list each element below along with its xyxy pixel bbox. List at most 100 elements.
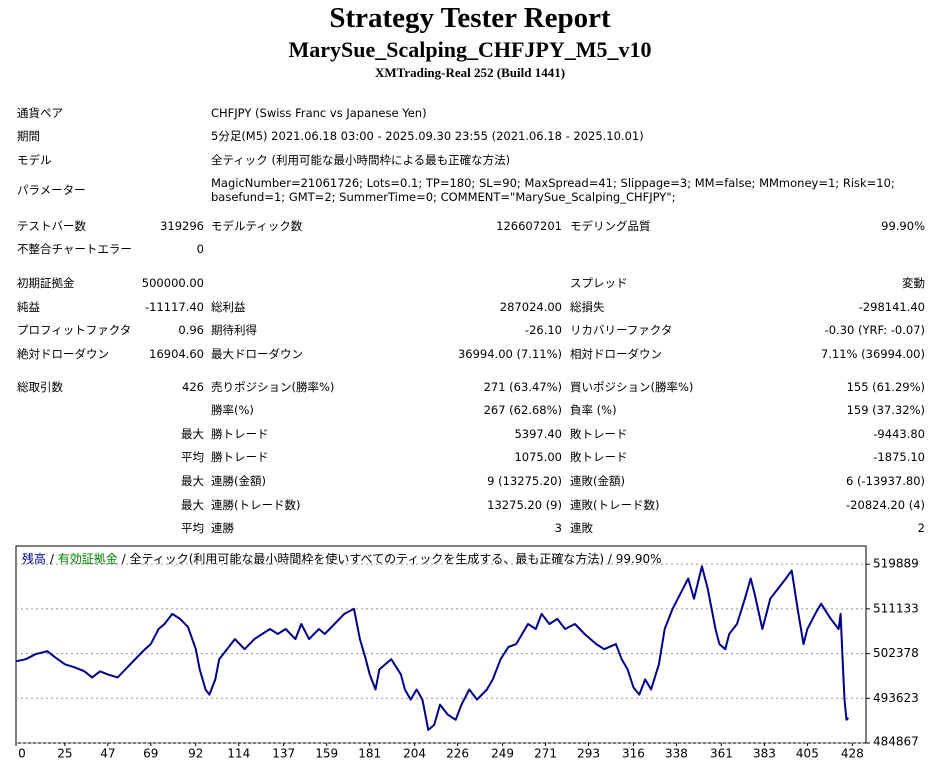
x-tick-label: 271 (534, 747, 557, 761)
field-label: 初期証拠金 (17, 276, 75, 290)
field-label: 相対ドローダウン (570, 347, 662, 361)
x-tick-label: 0 (18, 747, 26, 761)
field-value: -11117.40 (144, 300, 204, 314)
field-value: -298141.40 (858, 300, 925, 314)
field-label: プロフィットファクタ (17, 323, 132, 337)
field-label: 連勝(金額) (211, 474, 266, 488)
field-label: 売りポジション(勝率%) (211, 380, 335, 394)
field-value: 6 (-13937.80) (846, 474, 925, 488)
legend-note: 全ティック(利用可能な最小時間枠を使いすべてのティックを生成する、最も正確な方法… (129, 551, 604, 566)
field-value: 319296 (160, 219, 204, 233)
field-label: 連敗(金額) (570, 474, 625, 488)
field-value: 16904.60 (149, 347, 204, 361)
field-value: 159 (37.32%) (846, 403, 925, 417)
chart-legend: 残高 / 有効証拠金 / 全ティック(利用可能な最小時間枠を使いすべてのティック… (22, 551, 662, 566)
field-label: 期間 (17, 129, 40, 143)
field-value: 155 (61.29%) (846, 380, 925, 394)
field-value: 126607201 (496, 219, 562, 233)
field-value: MagicNumber=21061726; Lots=0.1; TP=180; … (211, 176, 895, 204)
y-tick-label: 511133 (873, 601, 919, 615)
field-label: リカバリーファクタ (570, 323, 673, 337)
field-value: 0.96 (178, 323, 204, 337)
field-value: 287024.00 (499, 300, 562, 314)
field-value: 変動 (902, 276, 925, 290)
field-value: 7.11% (36994.00) (820, 347, 925, 361)
field-value: -20824.20 (4) (846, 498, 925, 512)
field-value: 9 (13275.20) (487, 474, 562, 488)
field-label: 総利益 (211, 300, 246, 314)
x-tick-label: 181 (358, 747, 381, 761)
field-value: 平均 (181, 521, 204, 535)
field-value: -1875.10 (873, 450, 925, 464)
field-value: 426 (182, 380, 204, 394)
x-tick-label: 137 (272, 747, 295, 761)
field-label: 勝トレード (211, 450, 269, 464)
field-value: 平均 (181, 450, 204, 464)
field-value: 1075.00 (514, 450, 562, 464)
y-tick-label: 519889 (873, 557, 919, 571)
field-label: モデリング品質 (570, 219, 651, 233)
field-label: 総損失 (570, 300, 605, 314)
x-tick-label: 92 (188, 747, 203, 761)
x-tick-label: 25 (57, 747, 72, 761)
field-value: 13275.20 (9) (487, 498, 562, 512)
legend-entry: 有効証拠金 (58, 552, 118, 566)
x-tick-label: 114 (227, 747, 250, 761)
field-value: 2 (917, 521, 925, 535)
field-label: 通貨ペア (17, 106, 63, 120)
field-label: 純益 (17, 300, 40, 314)
x-tick-label: 428 (841, 747, 864, 761)
field-value: -9443.80 (873, 427, 925, 441)
field-label: 連勝 (211, 521, 234, 535)
field-value: 271 (63.47%) (483, 380, 562, 394)
legend-entry: 残高 (22, 552, 46, 566)
field-value: 36994.00 (7.11%) (457, 347, 562, 361)
x-tick-label: 249 (491, 747, 514, 761)
field-value: 最大 (181, 498, 204, 512)
x-tick-label: 226 (446, 747, 469, 761)
field-value: CHFJPY (Swiss Franc vs Japanese Yen) (211, 106, 427, 120)
field-value: 最大 (181, 474, 204, 488)
field-value: 500000.00 (141, 276, 204, 290)
field-label: 敗トレード (570, 450, 628, 464)
field-label: 勝率(%) (211, 403, 254, 417)
x-tick-label: 361 (710, 747, 733, 761)
x-tick-label: 159 (315, 747, 338, 761)
field-value: 267 (62.68%) (483, 403, 562, 417)
field-value: 全ティック (利用可能な最小時間枠による最も正確な方法) (211, 153, 511, 167)
field-label: 連敗(トレード数) (570, 498, 660, 512)
field-value: 99.90% (881, 219, 925, 233)
field-value: 最大 (181, 427, 204, 441)
report-title: Strategy Tester Report (329, 2, 611, 34)
field-value: 5分足(M5) 2021.06.18 03:00 - 2025.09.30 23… (211, 129, 644, 143)
field-label: 勝トレード (211, 427, 269, 441)
x-tick-label: 383 (753, 747, 776, 761)
field-label: モデルティック数 (211, 219, 303, 233)
field-label: 連勝(トレード数) (211, 498, 301, 512)
x-tick-label: 338 (665, 747, 688, 761)
balance-line (15, 565, 850, 731)
y-tick-label: 484867 (873, 735, 919, 749)
field-label: 絶対ドローダウン (17, 347, 109, 361)
server-info: XMTrading-Real 252 (Build 1441) (374, 65, 566, 80)
field-value: 3 (554, 521, 562, 535)
y-tick-label: 502378 (873, 646, 919, 660)
field-label: 連敗 (570, 521, 593, 535)
legend-separator: / (608, 552, 613, 566)
x-tick-label: 316 (622, 747, 645, 761)
field-label: スプレッド (570, 276, 628, 290)
x-tick-label: 405 (796, 747, 819, 761)
x-tick-label: 204 (403, 747, 426, 761)
field-label: 期待利得 (211, 323, 257, 337)
legend-separator: / (122, 552, 127, 566)
field-label: パラメーター (17, 183, 86, 197)
legend-quality: 99.90% (616, 552, 662, 566)
y-tick-label: 493623 (873, 691, 919, 705)
x-tick-label: 47 (100, 747, 115, 761)
legend-separator: / (50, 552, 55, 566)
field-label: 買いポジション(勝率%) (570, 380, 694, 394)
field-value: -0.30 (YRF: -0.07) (824, 323, 925, 337)
field-label: テストバー数 (17, 219, 86, 233)
